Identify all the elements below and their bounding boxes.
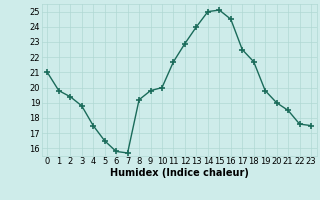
X-axis label: Humidex (Indice chaleur): Humidex (Indice chaleur) <box>110 168 249 178</box>
